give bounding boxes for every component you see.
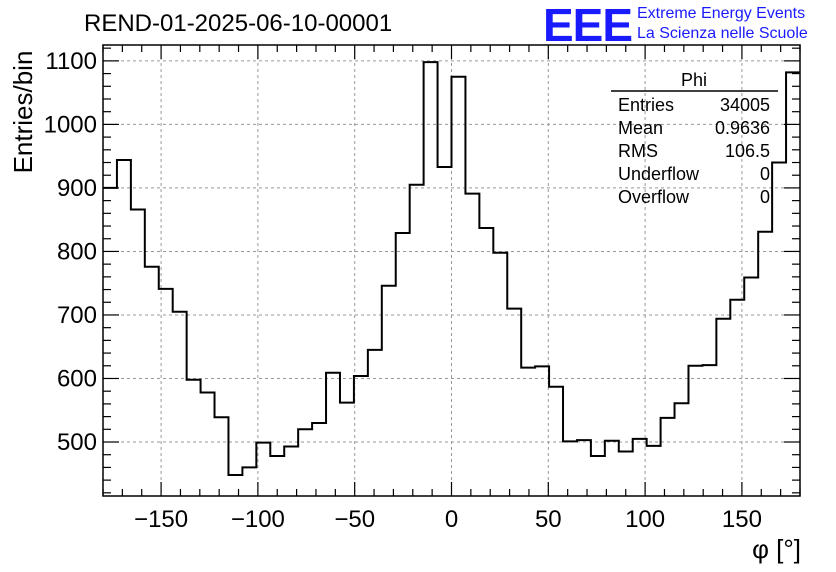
x-axis-label: φ [°] bbox=[752, 534, 801, 564]
y-tick-label: 1100 bbox=[45, 48, 97, 75]
y-tick-label: 1000 bbox=[44, 111, 97, 138]
stats-label: RMS bbox=[618, 141, 658, 161]
x-tick-label: −100 bbox=[231, 506, 285, 533]
axis-ticks bbox=[102, 45, 801, 496]
stats-value: 0 bbox=[760, 164, 770, 184]
y-tick-label: 700 bbox=[57, 302, 97, 329]
stats-value: 34005 bbox=[720, 95, 770, 115]
y-tick-label: 900 bbox=[57, 175, 97, 202]
y-tick-label: 800 bbox=[57, 238, 97, 265]
histogram-line bbox=[103, 61, 800, 477]
stats-label: Entries bbox=[618, 95, 674, 115]
x-tick-label: −50 bbox=[334, 506, 375, 533]
stats-label: Mean bbox=[618, 118, 663, 138]
y-tick-label: 500 bbox=[57, 429, 97, 456]
x-tick-label: 50 bbox=[535, 506, 562, 533]
y-axis-label: Entries/bin bbox=[8, 51, 38, 174]
stats-value: 0 bbox=[760, 187, 770, 207]
y-tick-label: 600 bbox=[57, 365, 97, 392]
logo-caption: Extreme Energy Events La Scienza nelle S… bbox=[637, 4, 808, 44]
x-tick-label: 0 bbox=[445, 506, 458, 533]
stats-box: Phi Entries 34005 Mean 0.9636 RMS 106.5 … bbox=[611, 70, 778, 207]
x-tick-label: −150 bbox=[134, 506, 188, 533]
stats-title: Phi bbox=[681, 70, 707, 90]
chart-title: REND-01-2025-06-10-00001 bbox=[84, 10, 393, 37]
stats-label: Underflow bbox=[618, 164, 700, 184]
stats-value: 106.5 bbox=[725, 141, 770, 161]
y-tick-labels: 500 600 700 800 900 1000 1100 bbox=[44, 48, 97, 456]
logo-caption-line2: La Scienza nelle Scuole bbox=[637, 25, 808, 42]
x-tick-label: 100 bbox=[625, 506, 665, 533]
logo-caption-line1: Extreme Energy Events bbox=[637, 5, 806, 22]
stats-label: Overflow bbox=[618, 187, 690, 207]
eee-logo: EEE bbox=[543, 0, 633, 51]
x-tick-label: 150 bbox=[722, 506, 762, 533]
stats-value: 0.9636 bbox=[715, 118, 770, 138]
x-tick-labels: −150 −100 −50 0 50 100 150 bbox=[134, 506, 762, 533]
